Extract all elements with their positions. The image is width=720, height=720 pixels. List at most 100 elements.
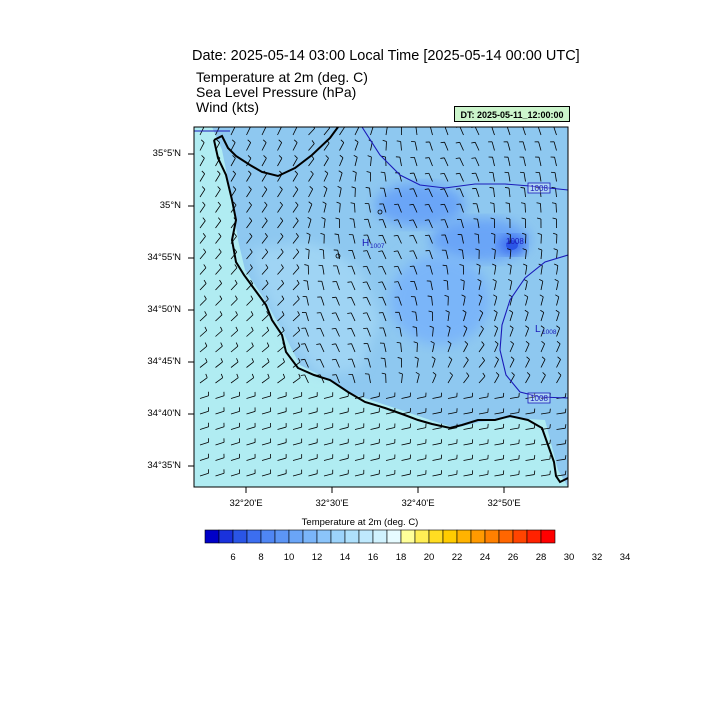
wind-barb-flag: [307, 216, 312, 220]
wind-barb-flag: [494, 340, 499, 345]
wind-barb: [199, 345, 208, 353]
wind-barb: [246, 127, 251, 136]
wind-barb: [385, 473, 395, 477]
wind-barb: [277, 473, 287, 477]
wind-barb-flag: [378, 296, 383, 299]
wind-barb-flag: [218, 232, 222, 237]
wind-barb: [246, 330, 254, 337]
wind-barb: [215, 345, 223, 353]
wind-barb: [509, 427, 519, 430]
wind-barb: [413, 265, 418, 275]
wind-barb-flag: [219, 295, 223, 300]
wind-barb: [323, 473, 333, 477]
wind-barb: [354, 426, 364, 430]
wind-barb: [320, 328, 325, 337]
wind-barb: [540, 343, 545, 353]
wind-barb: [413, 250, 418, 260]
wind-barb-flag: [249, 232, 253, 237]
temperature-field-ridge: [300, 175, 390, 260]
wind-barb: [199, 251, 207, 260]
wind-barb: [509, 443, 519, 446]
wind-barb-flag: [347, 281, 352, 283]
wind-barb: [351, 250, 356, 260]
wind-barb: [199, 377, 208, 384]
wind-barb: [308, 158, 315, 167]
wind-barb-flag: [521, 232, 527, 235]
wind-barb: [447, 396, 457, 399]
wind-barb: [277, 204, 283, 213]
wind-barb-flag: [490, 232, 496, 235]
wind-barb-flag: [249, 248, 253, 253]
wind-barb: [494, 374, 500, 384]
wind-barb: [261, 314, 269, 322]
wind-barb-flag: [296, 264, 300, 268]
wind-barb-flag: [476, 263, 481, 266]
wind-barb: [432, 374, 437, 384]
wind-barb: [307, 281, 309, 291]
colorbar-label: 28: [535, 552, 547, 563]
wind-barb: [261, 220, 268, 229]
wind-barb-flag: [481, 357, 485, 361]
wind-barb: [382, 203, 387, 213]
wind-barb-flag: [458, 249, 463, 251]
lat-label: 34°45'N: [147, 356, 181, 367]
wind-barb: [540, 374, 546, 384]
wind-barb: [322, 265, 325, 275]
wind-barb: [350, 312, 356, 322]
wind-barb: [246, 377, 254, 384]
wind-barb: [478, 396, 488, 399]
wind-barb: [366, 312, 371, 322]
wind-barb: [277, 251, 284, 260]
wind-barb-flag: [250, 279, 253, 284]
wind-barb-flag: [524, 294, 528, 298]
wind-barb: [323, 158, 329, 167]
wind-barb: [215, 426, 225, 430]
wind-barb: [308, 173, 314, 182]
wind-barb: [494, 296, 498, 306]
wind-barb: [261, 330, 269, 337]
wind-barb: [460, 219, 464, 229]
wind-barb: [339, 203, 341, 213]
temperature-cold-pocket-center: [390, 255, 490, 345]
wind-barb: [447, 442, 457, 446]
wind-barb: [463, 359, 469, 368]
wind-barb: [509, 265, 512, 275]
wind-barb: [230, 345, 239, 353]
wind-barb-flag: [424, 219, 429, 221]
wind-barb: [428, 157, 433, 167]
wind-barb: [199, 330, 207, 337]
wind-barb-flag: [266, 342, 270, 347]
wind-barb: [277, 189, 283, 198]
wind-barb: [367, 234, 371, 244]
wind-barb-flag: [456, 188, 461, 190]
wind-barb: [292, 251, 300, 260]
wind-barb: [401, 442, 411, 446]
colorbar-label: 18: [395, 552, 407, 563]
wind-barb: [447, 343, 452, 353]
wind-barb-flag: [296, 248, 300, 253]
wind-barb-flag: [204, 342, 208, 347]
wind-barb: [522, 127, 526, 136]
wind-barb: [556, 443, 566, 446]
wind-barb-flag: [324, 170, 329, 174]
wind-barb-flag: [370, 124, 373, 126]
wind-barb: [525, 265, 528, 275]
wind-barb-flag: [296, 295, 300, 300]
wind-barb-flag: [217, 186, 221, 190]
wind-barb: [261, 426, 271, 430]
wind-barb: [460, 203, 464, 213]
wind-barb-flag: [267, 373, 270, 378]
wind-barb: [230, 361, 239, 368]
wind-barb-flag: [234, 264, 238, 268]
wind-barb: [431, 296, 433, 306]
wind-barb: [246, 361, 254, 368]
station-marker: [335, 253, 341, 259]
wind-barb: [350, 297, 356, 306]
lat-label: 35°N: [159, 200, 181, 211]
wind-barb: [246, 236, 253, 244]
wind-barb: [215, 283, 222, 291]
temperature-field-cool: [212, 127, 568, 487]
wind-barb: [261, 251, 269, 260]
wind-barb: [261, 345, 270, 353]
wind-barb: [292, 189, 299, 198]
